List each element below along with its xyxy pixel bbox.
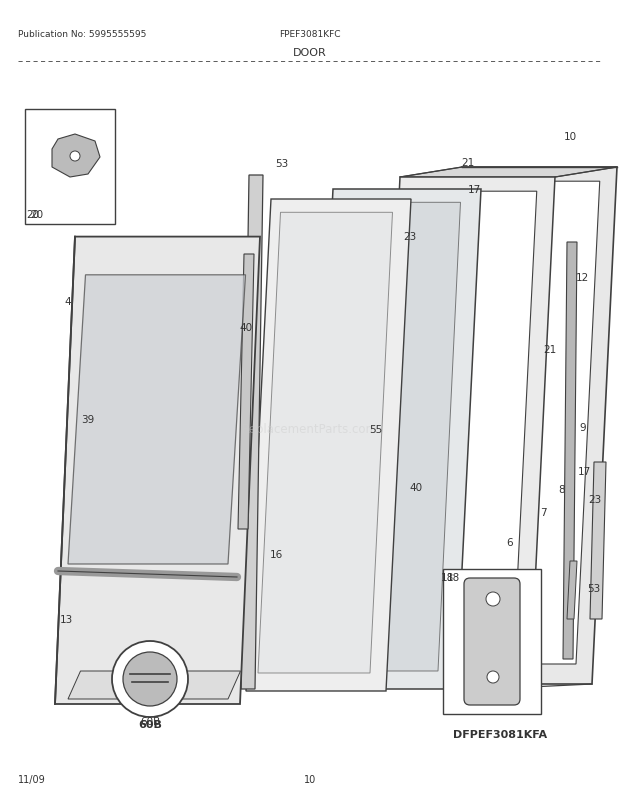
Polygon shape	[238, 255, 254, 529]
Text: ReplacementParts.com: ReplacementParts.com	[242, 423, 378, 436]
Text: 39: 39	[81, 415, 95, 424]
Text: 10: 10	[304, 774, 316, 784]
Circle shape	[487, 671, 499, 683]
Text: 60B: 60B	[138, 719, 162, 729]
Text: 53: 53	[275, 159, 289, 168]
Text: 8: 8	[559, 484, 565, 494]
Text: 13: 13	[60, 614, 73, 624]
Polygon shape	[390, 192, 537, 667]
FancyBboxPatch shape	[443, 569, 541, 714]
Text: 23: 23	[404, 232, 417, 241]
Text: 40: 40	[409, 482, 423, 492]
Text: 16: 16	[269, 549, 283, 559]
Circle shape	[486, 592, 500, 606]
Polygon shape	[590, 463, 606, 619]
Circle shape	[70, 152, 80, 162]
Polygon shape	[437, 168, 617, 684]
Circle shape	[112, 642, 188, 717]
Polygon shape	[453, 182, 600, 664]
Text: 20: 20	[27, 210, 40, 220]
Polygon shape	[563, 243, 577, 659]
Polygon shape	[52, 135, 100, 178]
Polygon shape	[68, 671, 241, 699]
Text: 17: 17	[577, 467, 591, 476]
Text: 4: 4	[64, 297, 71, 306]
Polygon shape	[567, 561, 577, 619]
Polygon shape	[258, 213, 392, 673]
Text: 20: 20	[30, 210, 43, 220]
Text: 17: 17	[467, 184, 481, 195]
Text: 12: 12	[575, 273, 588, 282]
Polygon shape	[68, 275, 246, 565]
Polygon shape	[246, 200, 411, 691]
Polygon shape	[308, 190, 481, 689]
Text: 53: 53	[587, 583, 601, 593]
Text: 10: 10	[564, 132, 577, 142]
Circle shape	[123, 652, 177, 706]
Text: 18: 18	[440, 573, 454, 582]
Text: 55: 55	[370, 424, 383, 435]
Text: DOOR: DOOR	[293, 48, 327, 58]
Text: 23: 23	[588, 494, 601, 504]
Text: 60B: 60B	[140, 716, 160, 726]
Text: 21: 21	[543, 345, 557, 354]
Text: 7: 7	[539, 508, 546, 517]
Polygon shape	[320, 203, 461, 671]
FancyBboxPatch shape	[464, 578, 520, 705]
Polygon shape	[241, 176, 263, 689]
Text: 40: 40	[239, 322, 252, 333]
Text: 9: 9	[580, 423, 587, 432]
Text: Publication No: 5995555595: Publication No: 5995555595	[18, 30, 146, 39]
Polygon shape	[400, 168, 617, 178]
Text: FPEF3081KFC: FPEF3081KFC	[279, 30, 341, 39]
Text: 18: 18	[447, 573, 460, 582]
Polygon shape	[375, 178, 555, 687]
Text: 21: 21	[461, 158, 475, 168]
Polygon shape	[55, 237, 260, 704]
Text: 6: 6	[507, 537, 513, 547]
Text: DFPEF3081KFA: DFPEF3081KFA	[453, 729, 547, 739]
FancyBboxPatch shape	[25, 110, 115, 225]
Text: 11/09: 11/09	[18, 774, 46, 784]
